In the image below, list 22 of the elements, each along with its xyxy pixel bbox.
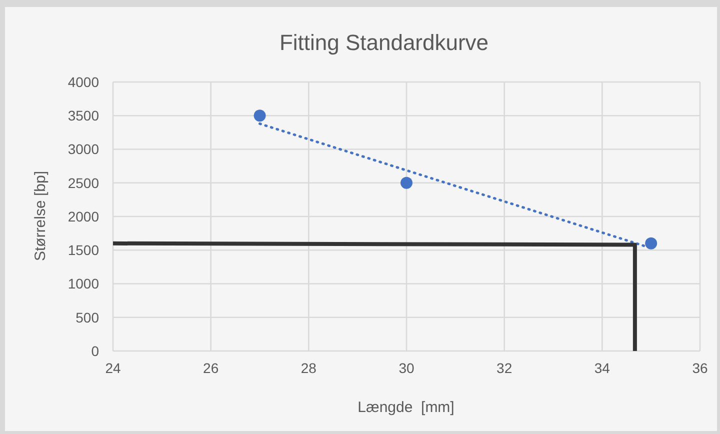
y-tick-label: 2500: [68, 174, 100, 191]
x-tick-label: 32: [496, 360, 512, 376]
chart-title: Fitting Standardkurve: [279, 30, 489, 55]
y-tick-label: 2000: [68, 208, 100, 224]
y-tick-label: 3000: [68, 141, 100, 158]
y-tick-label: 4000: [68, 74, 100, 90]
y-tick-label: 500: [76, 309, 100, 326]
x-tick-label: 34: [594, 360, 610, 376]
y-tick-label: 3500: [68, 108, 100, 124]
point: [254, 110, 266, 122]
x-tick-label: 30: [398, 360, 414, 376]
point: [400, 176, 412, 189]
y-tick-label: 0: [91, 342, 100, 359]
x-tick-label: 36: [692, 360, 708, 376]
y-axis-title: Størrelse [bp]: [32, 170, 49, 262]
y-tick-label: 1500: [68, 242, 100, 258]
y-tick-label: 1000: [68, 276, 100, 292]
x-tick-label: 28: [300, 360, 317, 376]
point: [645, 237, 658, 250]
x-axis-title: Længde [mm]: [358, 399, 454, 416]
x-tick-label: 26: [203, 360, 219, 376]
x-tick-label: 24: [105, 360, 121, 376]
